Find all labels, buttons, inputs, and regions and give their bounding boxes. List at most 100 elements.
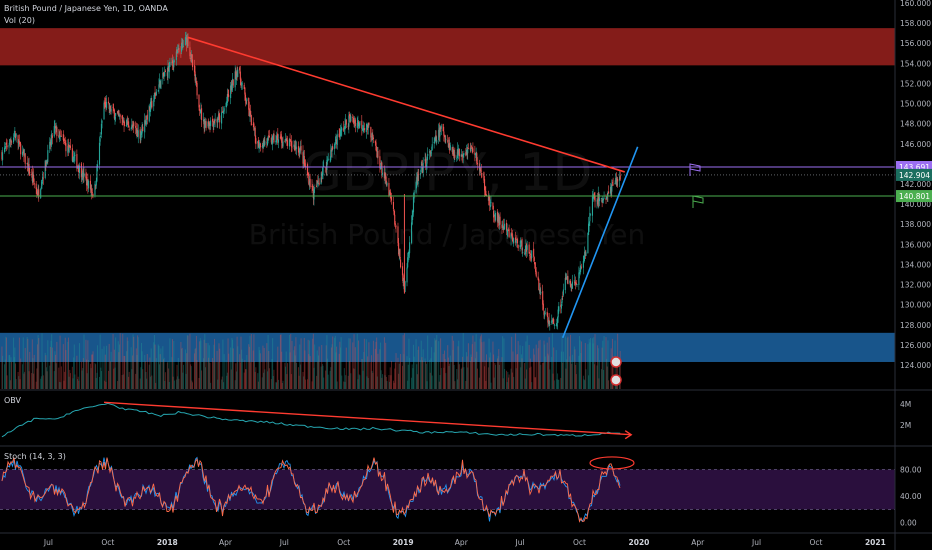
- volume-bar: [457, 346, 459, 389]
- descending-red-trendline[interactable]: [187, 36, 625, 173]
- candle-body: [26, 163, 28, 164]
- candle-body: [275, 140, 277, 143]
- candle-body: [531, 250, 533, 259]
- volume-bar: [113, 368, 115, 389]
- volume-bar: [239, 354, 241, 389]
- volume-bar: [374, 348, 376, 389]
- volume-bar: [131, 355, 133, 389]
- candle-body: [584, 251, 586, 258]
- purple-flag-icon[interactable]: [689, 163, 701, 176]
- volume-bar: [467, 343, 469, 389]
- candle-body: [408, 251, 410, 255]
- candle-body: [132, 124, 134, 126]
- volume-bar: [392, 380, 394, 389]
- volume-bar: [277, 379, 279, 389]
- ascending-blue-trendline[interactable]: [561, 146, 639, 339]
- time-tick-label: Oct: [101, 538, 114, 547]
- volume-bar: [361, 359, 363, 389]
- candle-body: [480, 170, 482, 172]
- candle-body: [347, 125, 349, 127]
- volume-bar: [449, 355, 451, 389]
- volume-bar: [394, 362, 396, 389]
- candle-body: [198, 94, 200, 108]
- volume-bar: [348, 338, 350, 389]
- volume-bar: [343, 368, 345, 389]
- volume-bar: [208, 357, 210, 389]
- candle-body: [49, 141, 51, 149]
- volume-bar: [526, 369, 528, 389]
- candle-body: [284, 141, 286, 143]
- candle-body: [407, 257, 409, 268]
- volume-bar: [55, 354, 57, 389]
- candle-body: [561, 297, 563, 303]
- candle-body: [614, 182, 616, 185]
- volume-bar: [131, 369, 133, 389]
- candle-body: [236, 71, 238, 76]
- volume-bar: [11, 361, 13, 389]
- obv-trendline[interactable]: [103, 401, 632, 436]
- volume-bar: [462, 333, 464, 389]
- volume-bar: [225, 360, 227, 389]
- volume-bar: [385, 376, 387, 389]
- volume-bar: [350, 373, 352, 389]
- volume-bar: [515, 368, 517, 389]
- volume-bar: [248, 346, 250, 389]
- candle-body: [196, 83, 198, 96]
- candle-body: [326, 159, 328, 170]
- candle-body: [117, 111, 119, 114]
- candle-body: [492, 202, 494, 210]
- event-marker-icon[interactable]: [610, 374, 622, 386]
- volume-bar: [222, 339, 224, 389]
- stoch-highlight-ellipse[interactable]: [589, 456, 635, 470]
- volume-bar: [323, 377, 325, 389]
- volume-bar: [303, 337, 305, 389]
- candle-body: [317, 182, 320, 184]
- candle-body: [268, 135, 270, 136]
- candle-body: [180, 43, 183, 52]
- volume-bar: [104, 354, 106, 389]
- volume-bar: [142, 369, 144, 389]
- volume-bar: [59, 335, 61, 389]
- candle-body: [551, 320, 553, 322]
- volume-bar: [228, 353, 230, 389]
- volume-bar: [352, 368, 354, 389]
- volume-bar: [40, 376, 42, 389]
- volume-bar: [588, 339, 590, 389]
- volume-bar: [442, 353, 444, 389]
- green-flag-icon[interactable]: [692, 195, 704, 208]
- volume-bar: [481, 342, 483, 389]
- candle-body: [524, 251, 526, 256]
- candle-body: [395, 225, 397, 227]
- candle-body: [44, 160, 46, 178]
- volume-bar: [257, 381, 259, 389]
- event-marker-icon[interactable]: [610, 356, 622, 368]
- volume-bar: [501, 357, 503, 389]
- volume-bar: [195, 335, 197, 389]
- volume-bar: [322, 365, 324, 389]
- candle-body: [182, 44, 184, 46]
- candle-body: [331, 146, 333, 152]
- candle-body: [56, 127, 58, 137]
- volume-bar: [271, 358, 273, 389]
- candle-body: [140, 131, 143, 135]
- volume-bar: [32, 358, 34, 389]
- volume-bar: [370, 355, 372, 389]
- candle-body: [578, 272, 581, 274]
- candle-body: [553, 324, 555, 326]
- volume-bar: [556, 379, 558, 389]
- price-tick-label: 128.000: [900, 321, 931, 330]
- candle-body: [32, 176, 34, 183]
- candle-body: [524, 253, 526, 255]
- candle-body: [409, 242, 411, 254]
- candle-body: [573, 280, 575, 282]
- volume-bar: [584, 343, 586, 389]
- candle-body: [316, 185, 318, 187]
- volume-bar: [71, 366, 73, 389]
- volume-bar: [368, 342, 370, 389]
- volume-bar: [557, 379, 559, 389]
- candle-body: [273, 133, 275, 143]
- volume-bar: [272, 375, 274, 389]
- volume-bar: [157, 344, 159, 389]
- candle-body: [372, 134, 374, 136]
